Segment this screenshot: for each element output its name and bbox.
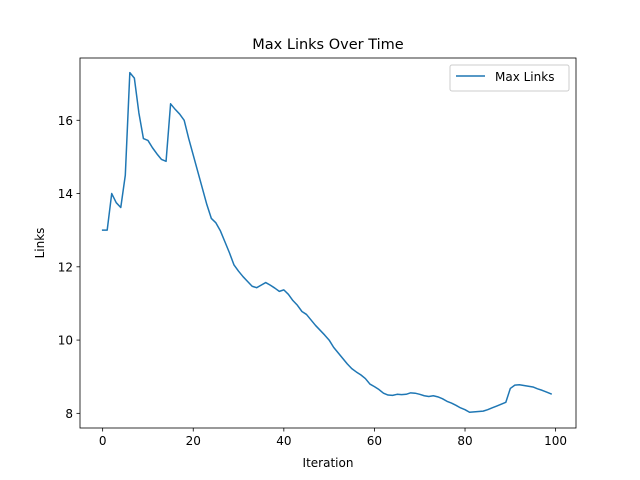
x-axis-label: Iteration bbox=[303, 456, 354, 470]
x-tick-label: 40 bbox=[276, 434, 291, 448]
y-axis: 8 10 12 14 16 bbox=[58, 114, 80, 421]
x-tick-label: 100 bbox=[544, 434, 567, 448]
x-tick-label: 20 bbox=[186, 434, 201, 448]
x-tick-label: 60 bbox=[367, 434, 382, 448]
chart-title: Max Links Over Time bbox=[252, 37, 403, 53]
plot-area bbox=[101, 71, 553, 413]
y-tick-label: 12 bbox=[58, 260, 73, 274]
series-line-max-links bbox=[101, 71, 553, 413]
y-tick-label: 8 bbox=[65, 407, 73, 421]
y-tick-label: 10 bbox=[58, 334, 73, 348]
y-tick-label: 14 bbox=[58, 187, 73, 201]
y-tick-label: 16 bbox=[58, 114, 73, 128]
x-tick-label: 0 bbox=[99, 434, 107, 448]
axes-frame bbox=[79, 57, 577, 429]
x-axis: 0 20 40 60 80 100 bbox=[99, 428, 567, 448]
legend-box bbox=[449, 64, 570, 92]
y-axis-label: Links bbox=[33, 228, 47, 259]
legend: Max Links bbox=[449, 64, 570, 92]
legend-label-max-links: Max Links bbox=[495, 70, 554, 84]
x-tick-label: 80 bbox=[457, 434, 472, 448]
